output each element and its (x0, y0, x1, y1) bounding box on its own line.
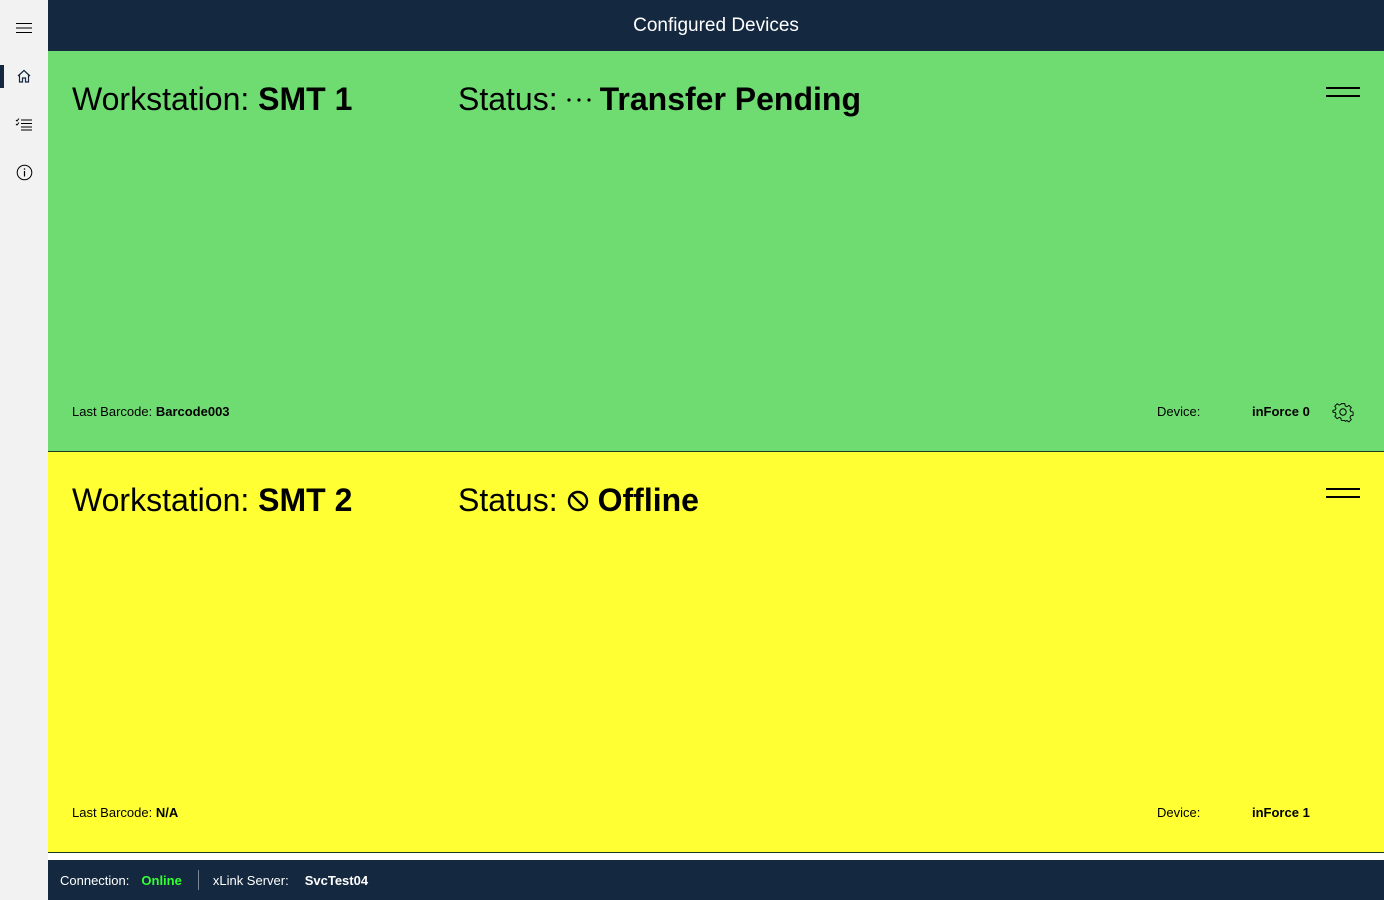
workstation-title: Workstation: SMT 2 (72, 482, 352, 519)
status-bar: Connection: Online xLink Server: SvcTest… (48, 860, 1384, 900)
blocked-icon (567, 490, 588, 511)
nav-info[interactable] (0, 152, 48, 192)
ellipsis-icon (567, 97, 591, 102)
status-value: Transfer Pending (599, 81, 861, 117)
app-header: Configured Devices (48, 0, 1384, 51)
nav-home[interactable] (0, 56, 48, 96)
workstation-card-smt1[interactable]: Workstation: SMT 1 Status: Transfer Pend… (48, 51, 1384, 452)
status-label: Status: (458, 81, 558, 117)
workstation-label: Workstation: (72, 482, 259, 518)
server-label: xLink Server: (212, 872, 289, 888)
sidebar (0, 0, 48, 900)
last-barcode-label: Last Barcode: (72, 805, 156, 820)
device-value: inForce 0 (1252, 404, 1310, 419)
device-label: Device: (1157, 805, 1201, 820)
status-label: Status: (458, 482, 558, 518)
last-barcode-value: N/A (155, 805, 179, 820)
divider (197, 870, 199, 890)
status-value: Offline (597, 482, 699, 518)
last-barcode-value: Barcode003 (155, 404, 230, 419)
nav-checklist[interactable] (0, 104, 48, 144)
checklist-icon (15, 118, 32, 131)
server-value: SvcTest04 (304, 872, 369, 888)
workstation-label: Workstation: (72, 81, 259, 117)
card-menu-button[interactable] (1326, 488, 1360, 498)
home-icon (17, 69, 31, 83)
device-label: Device: (1157, 404, 1201, 419)
hamburger-icon (16, 23, 32, 33)
connection-label: Connection: (60, 872, 130, 888)
workstation-value: SMT 2 (258, 482, 353, 518)
page-title: Configured Devices (633, 14, 799, 36)
workstation-title: Workstation: SMT 1 (72, 81, 352, 118)
last-barcode-label: Last Barcode: (72, 404, 156, 419)
card-menu-button[interactable] (1326, 87, 1360, 97)
last-barcode: Last Barcode: N/A (72, 805, 178, 820)
workstation-card-smt2[interactable]: Workstation: SMT 2 Status: Offline Last … (48, 452, 1384, 853)
gear-icon[interactable] (1332, 401, 1354, 423)
connection-value: Online (141, 872, 182, 888)
info-icon (16, 164, 32, 180)
selection-indicator (0, 65, 4, 88)
status: Status: Transfer Pending (458, 81, 861, 118)
hamburger-menu-button[interactable] (0, 8, 48, 48)
status: Status: Offline (458, 482, 699, 519)
last-barcode: Last Barcode: Barcode003 (72, 404, 230, 419)
device-value: inForce 1 (1252, 805, 1310, 820)
workstation-value: SMT 1 (258, 81, 353, 117)
